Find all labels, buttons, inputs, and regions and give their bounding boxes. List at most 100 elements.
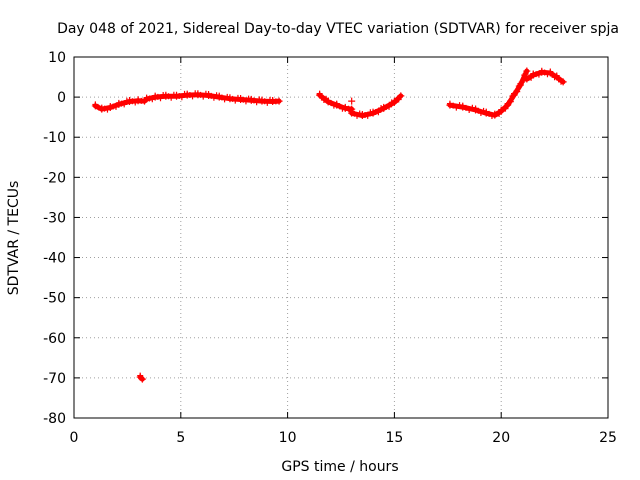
data-point [237, 96, 245, 104]
plot-frame [73, 56, 609, 419]
data-point [126, 98, 134, 106]
y-tick-label: -40 [43, 251, 66, 267]
data-point [258, 97, 266, 105]
data-point [189, 93, 196, 100]
data-point [232, 97, 239, 104]
y-tick-label: -80 [43, 411, 66, 427]
series-outlier-2 [136, 372, 146, 383]
data-point [367, 109, 374, 116]
data-point [242, 98, 249, 105]
data-point [134, 97, 142, 105]
x-tick-label: 15 [385, 430, 403, 446]
series-layer [91, 67, 567, 383]
data-point [269, 98, 277, 106]
y-tick-label: -20 [43, 170, 66, 186]
data-point [375, 109, 382, 116]
axis-tick-labels: 0 5 10 15 20 25 10 0 -10 -20 -30 -40 -50 -60 -70 -80 [43, 50, 617, 446]
data-point [546, 69, 554, 77]
data-point [264, 99, 271, 106]
data-point [333, 101, 341, 109]
data-point [168, 94, 175, 101]
data-point [98, 105, 106, 113]
data-point [523, 75, 531, 83]
x-axis-label: GPS time / hours [281, 459, 398, 475]
chart-title: Day 048 of 2021, Sidereal Day-to-day VTE… [57, 21, 619, 37]
data-point [459, 103, 467, 111]
data-point [369, 109, 377, 117]
data-point [497, 107, 505, 115]
data-point [316, 91, 324, 99]
data-point [386, 103, 393, 110]
data-point [518, 79, 525, 86]
data-point [123, 97, 130, 104]
data-point [559, 78, 567, 86]
data-point [516, 81, 524, 89]
series-arc-5 [446, 67, 531, 119]
series-arc-2 [143, 90, 283, 106]
data-point [138, 375, 146, 383]
data-point [514, 88, 521, 95]
y-tick-label: 10 [48, 50, 66, 66]
data-point [115, 100, 123, 108]
series-arc-3 [316, 90, 356, 113]
data-point [380, 104, 388, 112]
data-point [205, 92, 213, 100]
data-point [106, 104, 114, 112]
data-point [522, 70, 529, 77]
x-tick-label: 10 [279, 430, 297, 446]
y-tick-label: -60 [43, 331, 66, 347]
data-point [362, 111, 369, 118]
series-arc-6 [523, 67, 567, 86]
data-point [538, 68, 546, 76]
data-point [157, 95, 164, 102]
data-point [178, 94, 185, 101]
data-point [504, 101, 512, 109]
y-tick-label: -30 [43, 210, 66, 226]
data-point [146, 95, 153, 102]
data-point [183, 91, 191, 99]
data-point [529, 71, 537, 79]
data-point [395, 96, 402, 103]
data-point [348, 97, 356, 105]
data-point [151, 93, 159, 101]
data-point [226, 95, 234, 103]
data-point [324, 98, 332, 106]
grid [74, 57, 608, 418]
data-point [173, 92, 181, 100]
data-point [553, 73, 561, 81]
data-point [507, 98, 514, 105]
data-point [143, 95, 151, 103]
y-tick-label: -50 [43, 291, 66, 307]
data-point [523, 67, 531, 75]
data-point [118, 100, 125, 107]
x-tick-label: 25 [599, 430, 617, 446]
data-point [138, 375, 145, 382]
data-point [253, 99, 260, 106]
data-point [215, 93, 223, 101]
x-tick-label: 20 [492, 430, 510, 446]
data-point [491, 111, 499, 119]
data-point [194, 91, 202, 99]
data-point [348, 109, 356, 117]
y-tick-label: -10 [43, 130, 66, 146]
data-point [446, 101, 454, 109]
data-point [453, 104, 460, 111]
data-point [390, 98, 398, 106]
series-arc-4 [348, 92, 405, 120]
data-point [510, 91, 518, 99]
data-point [247, 96, 255, 104]
data-point [358, 112, 366, 120]
data-point [472, 106, 480, 114]
y-tick-label: 0 [57, 90, 66, 106]
data-point [466, 107, 473, 114]
data-point [502, 105, 509, 112]
data-point [162, 92, 170, 100]
data-point [275, 97, 283, 105]
data-point [397, 92, 405, 100]
data-point [200, 93, 207, 100]
data-point [462, 104, 469, 111]
x-tick-label: 0 [70, 430, 79, 446]
data-point [519, 77, 526, 84]
